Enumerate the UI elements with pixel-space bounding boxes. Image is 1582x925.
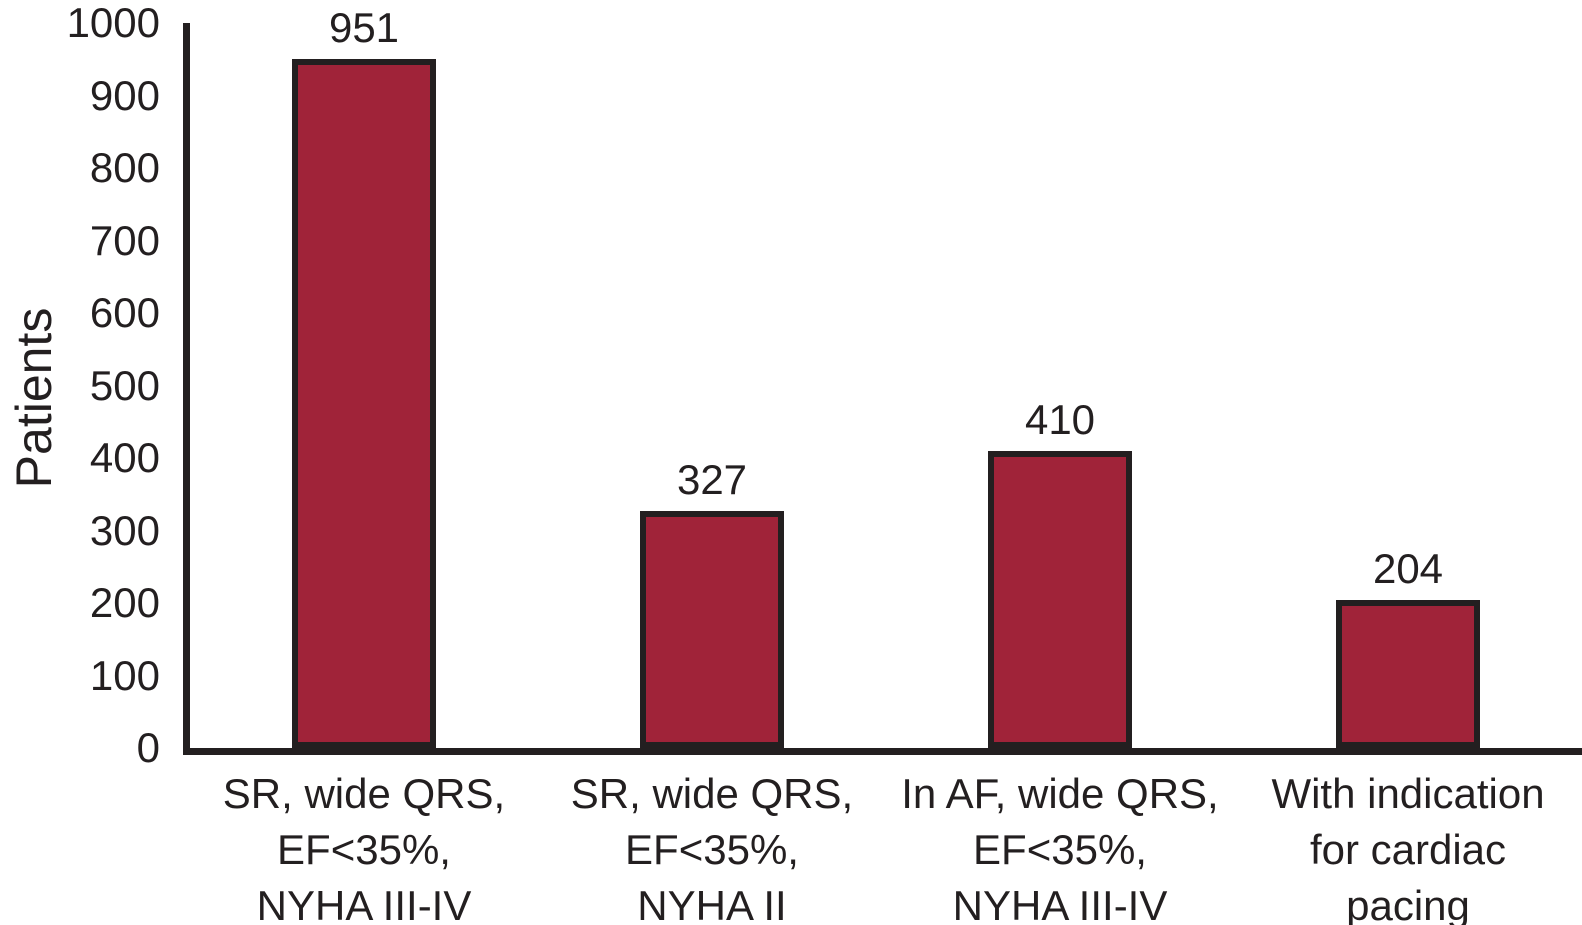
bar-value-label: 951 [328,4,400,51]
bar [1336,600,1480,748]
y-axis-tick-label: 600 [89,289,160,336]
y-axis-tick-label: 0 [136,724,160,771]
y-axis-tick-label: 300 [89,506,160,554]
y-axis-tick-label: 200 [89,579,160,626]
x-axis-category-label: In AF, wide QRS, EF<35%, NYHA III-IV [886,766,1234,925]
bar [640,511,784,748]
x-axis-category-label-line: NYHA II [637,882,787,925]
bar-value-label: 204 [1372,545,1444,592]
x-axis-category-label-line: NYHA III-IV [256,882,472,925]
x-axis-category-label: SR, wide QRS, EF<35%, NYHA III-IV [190,766,538,925]
y-axis-tick-label: 900 [89,71,160,119]
y-axis-tick-label: 700 [89,216,160,264]
x-axis-category-label-line: NYHA III-IV [952,882,1168,925]
x-axis-category-label-line: SR, wide QRS, [570,770,854,817]
x-axis-category-label-line: SR, wide QRS, [222,770,506,817]
plot-area: 951 327 410 204 [183,5,1582,755]
x-axis-category-label: SR, wide QRS, EF<35%, NYHA II [538,766,886,925]
y-axis-tick-label: 400 [89,434,160,481]
x-axis-category-label-line: EF<35%, [973,826,1147,873]
y-axis-tick-label: 800 [89,144,160,191]
x-axis-category-label-line: EF<35%, [625,826,799,873]
y-axis-tick-label: 500 [89,361,160,409]
bar-value-label: 410 [1024,396,1096,443]
x-axis-category-label-line: EF<35%, [277,826,451,873]
y-axis-tick-label: 1000 [66,0,160,46]
x-axis-category-label-line: pacing [1346,882,1470,925]
x-axis-category-label: With indication for cardiac pacing [1234,766,1582,925]
x-axis-category-label-line: In AF, wide QRS, [901,770,1219,817]
x-axis-category-label-line: With indication [1271,770,1545,817]
bar-value-label: 327 [676,456,748,503]
bar [292,59,436,748]
x-axis-category-label-line: for cardiac [1309,826,1507,873]
y-axis-tick-label: 100 [89,651,160,699]
bar [988,451,1132,748]
